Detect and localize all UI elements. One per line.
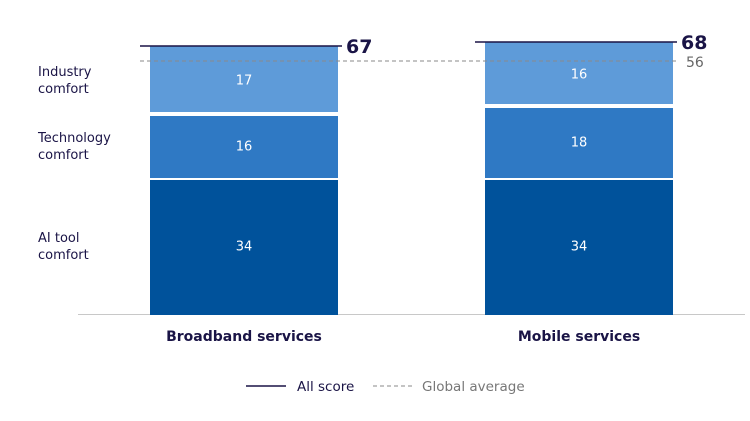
bar-segment	[150, 180, 338, 315]
data-label: 17	[236, 74, 253, 89]
bar-segment	[485, 180, 673, 315]
data-label: 34	[236, 240, 253, 255]
data-label: 16	[571, 68, 588, 83]
bar-segment	[150, 46, 338, 112]
total-label: 67	[346, 36, 372, 58]
data-label: 16	[236, 140, 253, 155]
bar-segment	[485, 42, 673, 104]
bar-segment	[485, 108, 673, 178]
category-label: Broadband services	[166, 329, 322, 345]
bar-segment	[150, 116, 338, 178]
global-average-label: 56	[686, 55, 704, 71]
legend-all-score: All score	[297, 379, 354, 395]
series-label: AI tool comfort	[38, 231, 89, 263]
data-label: 34	[571, 240, 588, 255]
total-label: 68	[681, 32, 707, 54]
legend-global-average: Global average	[422, 379, 525, 395]
series-label: Industry comfort	[38, 65, 92, 97]
series-label: Technology comfort	[37, 131, 111, 163]
data-label: 18	[571, 136, 588, 151]
category-label: Mobile services	[518, 329, 640, 345]
